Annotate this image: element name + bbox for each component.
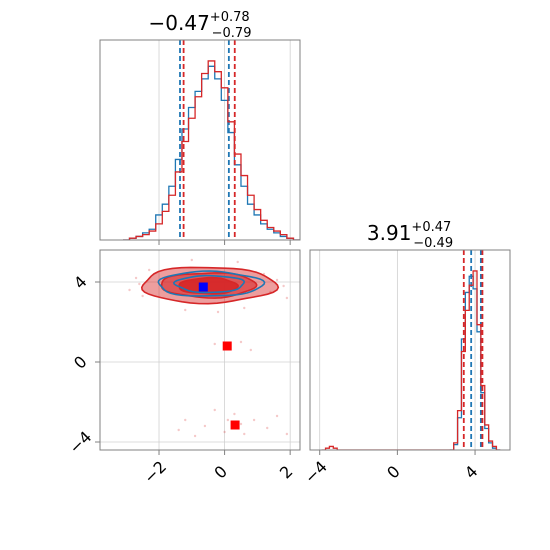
scatter-faint-point-29 bbox=[177, 428, 180, 432]
scatter-faint-point-22 bbox=[233, 412, 236, 416]
panel-hist-param1: −0.47+0.78 −0.79 bbox=[99, 10, 301, 245]
scatter-faint-point-20 bbox=[213, 408, 216, 412]
panel-scatter-2d: −2 0 2 −4 0 4 bbox=[65, 249, 301, 487]
scatter-faint-point-27 bbox=[275, 414, 279, 418]
scatter-faint-point-1 bbox=[134, 276, 138, 280]
grid-hist-param2 bbox=[319, 250, 476, 450]
scatter-faint-point-11 bbox=[243, 306, 246, 310]
scatter-y-tick-label-2: 4 bbox=[70, 272, 91, 293]
scatter-faint-point-12 bbox=[216, 310, 220, 314]
panel-hist-param2: −4 0 4 3.91+0.47 −0.49 bbox=[301, 220, 511, 487]
hist-param2-series-1-step bbox=[321, 270, 501, 450]
scatter-marker-2 bbox=[230, 420, 240, 430]
axes-frame-hist-param1 bbox=[99, 39, 301, 241]
grid-hist-param1 bbox=[158, 40, 291, 240]
plot-hist-param2 bbox=[321, 250, 501, 450]
scatter-faint-point-18 bbox=[184, 418, 187, 422]
title-hist-param2: 3.91+0.47 −0.49 bbox=[367, 220, 453, 251]
scatter-faint-point-6 bbox=[275, 278, 279, 282]
hist-param2-tick-label-1: 0 bbox=[383, 462, 404, 483]
scatter-faint-point-16 bbox=[249, 348, 253, 352]
scatter-faint-point-7 bbox=[282, 284, 285, 288]
scatter-faint-point-3 bbox=[147, 268, 151, 272]
scatter-faint-point-15 bbox=[239, 340, 243, 344]
plot-scatter-2d bbox=[128, 258, 289, 438]
hist-param1-series-1-step bbox=[122, 60, 300, 240]
scatter-contour-3 bbox=[157, 270, 266, 297]
scatter-x-tick-label-1: 0 bbox=[210, 462, 231, 483]
scatter-faint-point-10 bbox=[184, 308, 187, 312]
scatter-faint-point-24 bbox=[252, 418, 256, 422]
scatter-x-tick-label-0: −2 bbox=[140, 457, 170, 487]
hist-param2-tick-label-2: 4 bbox=[461, 462, 482, 483]
scatter-faint-point-31 bbox=[239, 422, 243, 426]
scatter-faint-point-25 bbox=[266, 426, 269, 430]
scatter-faint-point-23 bbox=[243, 432, 246, 436]
axes-frame-hist-param2 bbox=[309, 249, 511, 451]
title-sub: −0.49 bbox=[413, 236, 453, 251]
scatter-faint-point-26 bbox=[193, 434, 197, 438]
scatter-contour-4 bbox=[172, 274, 246, 294]
title-sup: +0.47 bbox=[411, 220, 451, 235]
title-sup: +0.78 bbox=[210, 10, 250, 25]
scatter-faint-point-21 bbox=[223, 430, 226, 434]
scatter-faint-point-28 bbox=[285, 432, 289, 436]
scatter-x-tick-label-2: 2 bbox=[276, 462, 297, 483]
scatter-y-tick-label-1: 0 bbox=[70, 352, 91, 373]
ticks-hist-param1 bbox=[158, 240, 291, 245]
axes-frame-scatter-2d bbox=[99, 249, 301, 451]
ticks-hist-param2: −4 0 4 bbox=[301, 450, 482, 487]
scatter-faint-point-9 bbox=[285, 296, 289, 300]
title-main: −0.47 bbox=[149, 11, 210, 35]
scatter-faint-point-0 bbox=[128, 288, 131, 292]
scatter-faint-point-17 bbox=[213, 342, 216, 346]
hist-param1-series-0-step bbox=[122, 65, 300, 240]
hist-param2-tick-label-0: −4 bbox=[301, 457, 331, 487]
scatter-faint-point-14 bbox=[190, 258, 194, 262]
scatter-faint-point-4 bbox=[138, 282, 141, 286]
scatter-marker-0 bbox=[198, 282, 208, 292]
plot-hist-param1 bbox=[122, 40, 300, 240]
title-hist-param1: −0.47+0.78 −0.79 bbox=[149, 10, 252, 41]
scatter-faint-point-13 bbox=[236, 260, 239, 264]
scatter-faint-point-2 bbox=[141, 294, 144, 298]
scatter-y-tick-label-0: −4 bbox=[65, 427, 95, 457]
scatter-faint-point-30 bbox=[226, 418, 230, 422]
scatter-marker-1 bbox=[222, 341, 232, 351]
title-sub: −0.79 bbox=[212, 26, 252, 41]
scatter-faint-point-19 bbox=[203, 424, 207, 428]
title-main: 3.91 bbox=[367, 221, 412, 245]
